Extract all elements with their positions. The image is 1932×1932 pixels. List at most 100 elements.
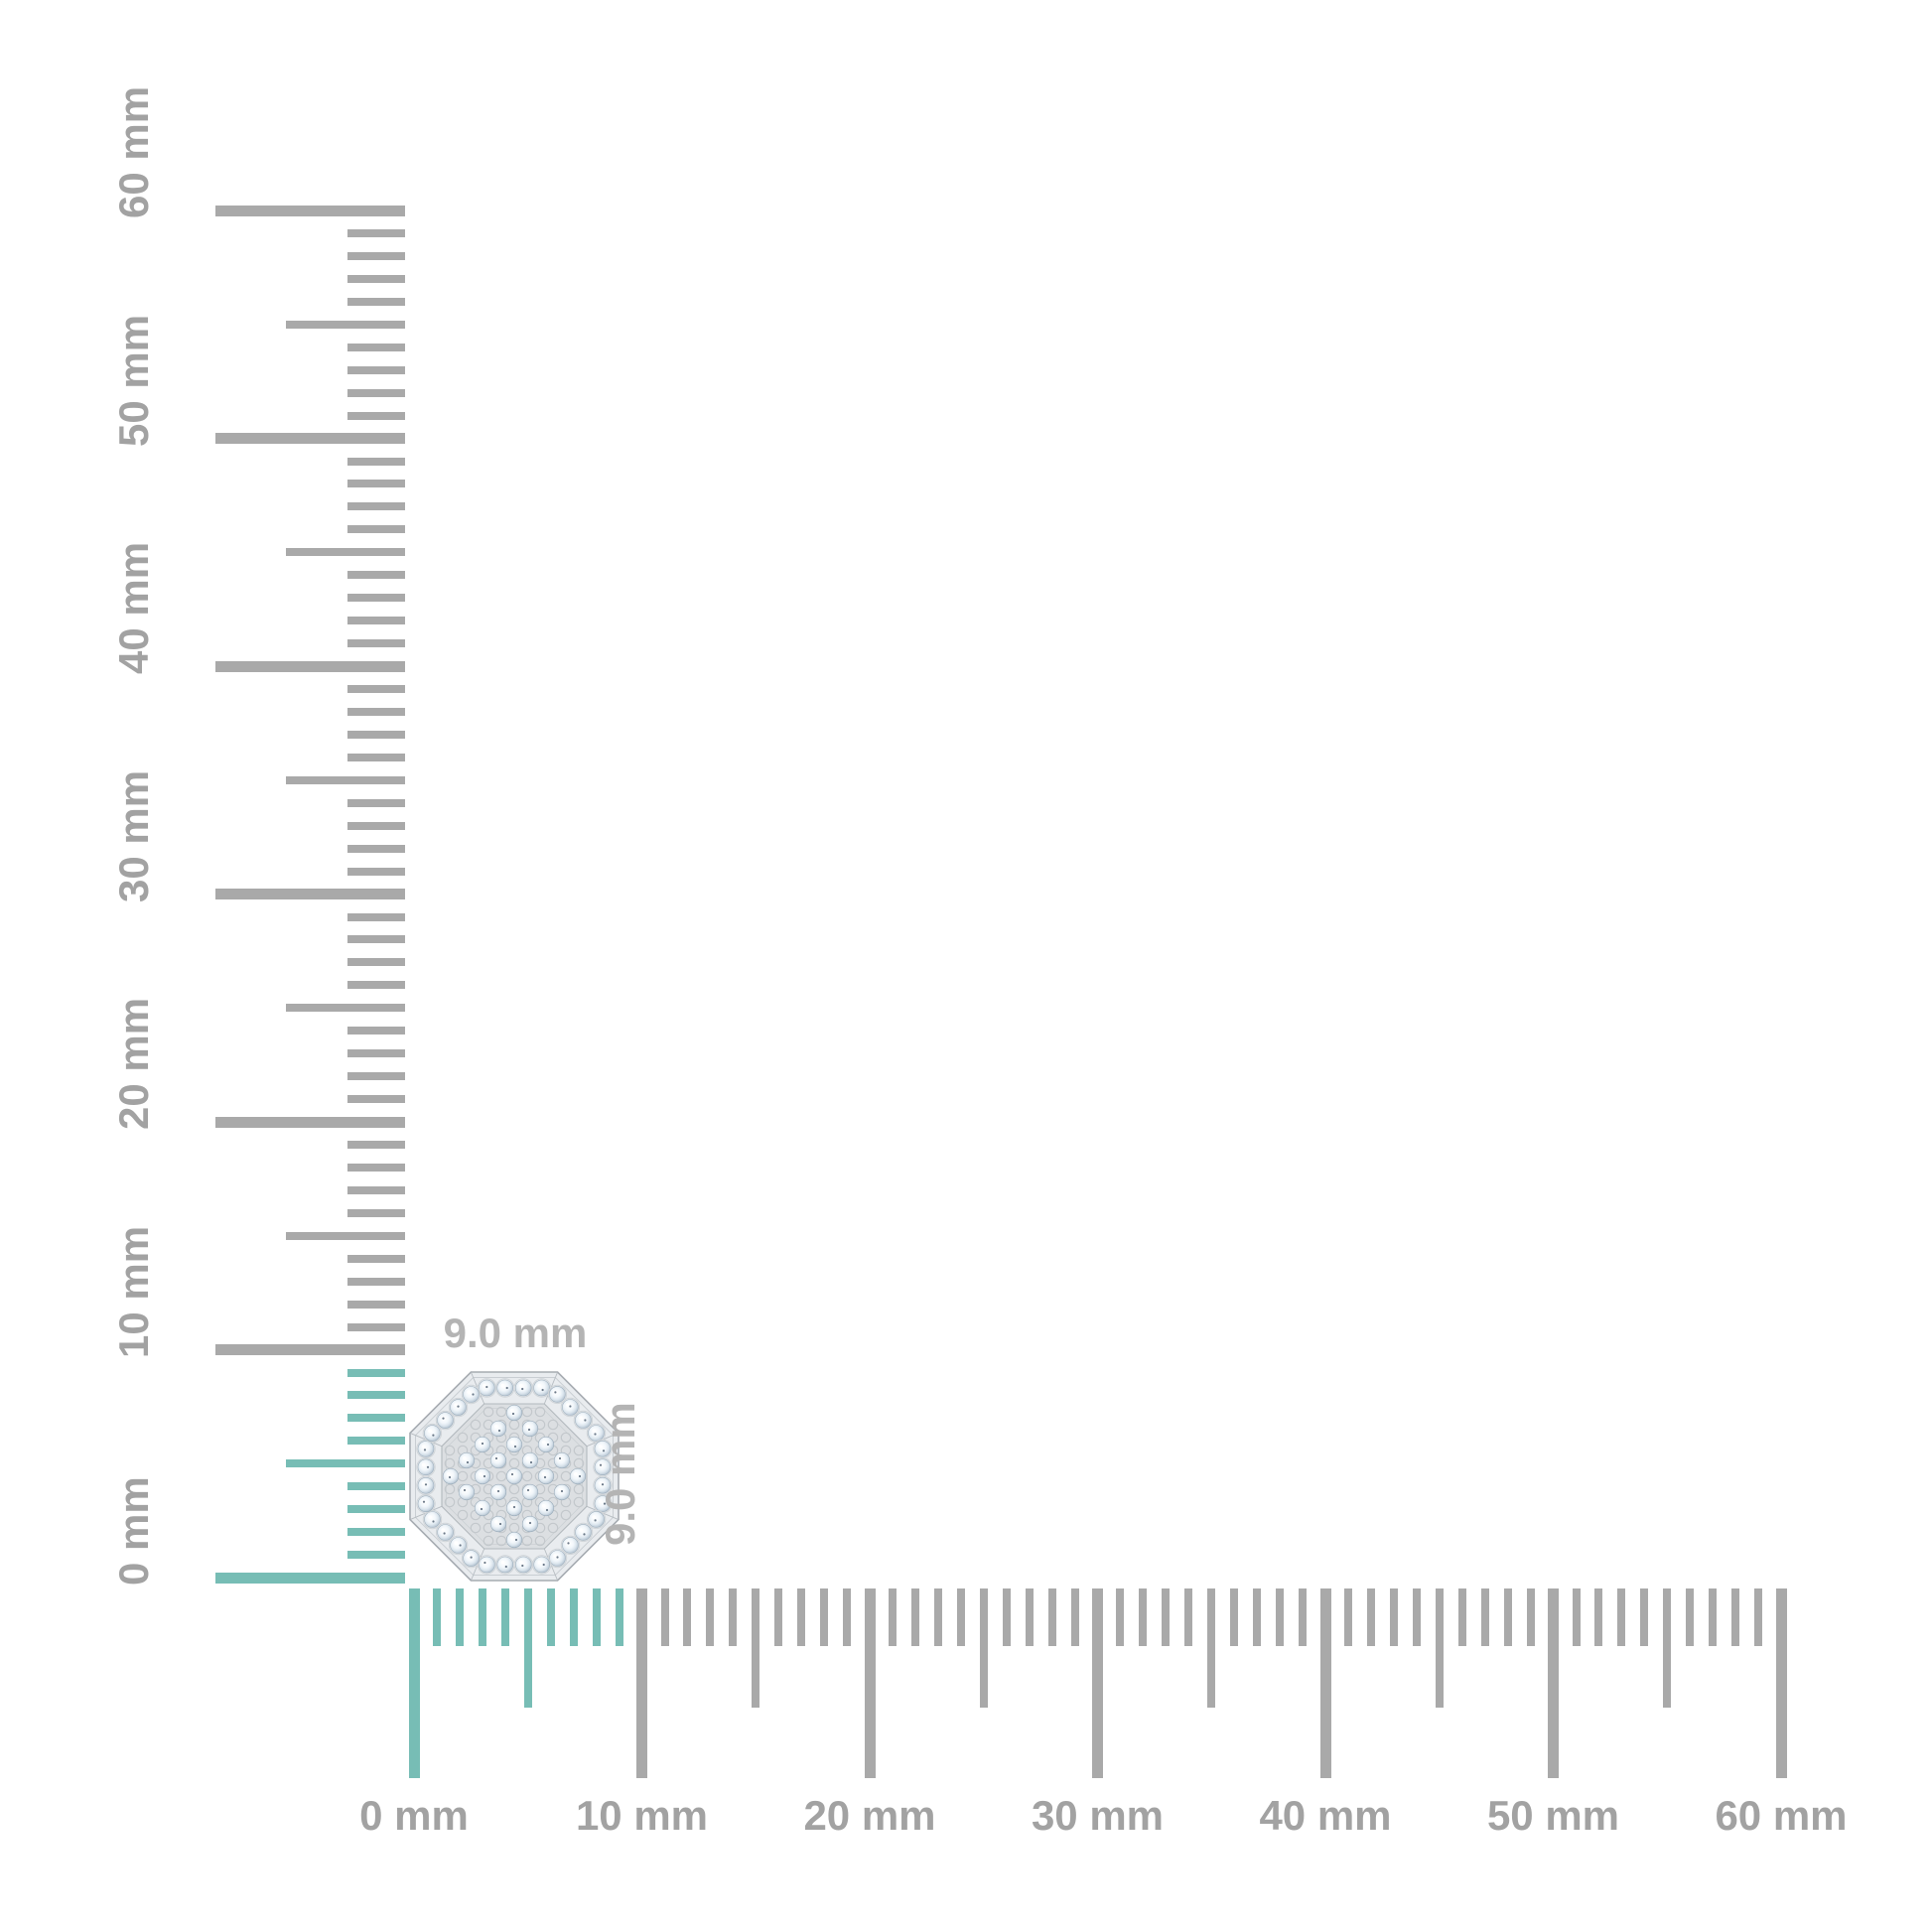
h-tick-42mm bbox=[1366, 1588, 1375, 1646]
h-ruler-label-10mm: 10 mm bbox=[575, 1792, 709, 1839]
v-tick-38mm bbox=[347, 707, 405, 716]
v-tick-18mm bbox=[347, 1163, 405, 1172]
v-tick-6mm bbox=[347, 1437, 405, 1446]
h-tick-48mm bbox=[1503, 1588, 1512, 1646]
h-tick-2mm bbox=[455, 1588, 464, 1646]
v-tick-42mm bbox=[347, 617, 405, 625]
h-tick-57mm bbox=[1709, 1588, 1718, 1646]
v-tick-26mm bbox=[347, 981, 405, 990]
h-tick-56mm bbox=[1686, 1588, 1695, 1646]
v-tick-3mm bbox=[347, 1505, 405, 1514]
h-tick-11mm bbox=[660, 1588, 669, 1646]
v-tick-32mm bbox=[347, 844, 405, 853]
rim-stones bbox=[416, 1378, 613, 1575]
v-tick-4mm bbox=[347, 1482, 405, 1491]
h-tick-35mm bbox=[1207, 1588, 1216, 1708]
v-tick-22mm bbox=[347, 1072, 405, 1081]
v-tick-23mm bbox=[347, 1049, 405, 1058]
v-tick-28mm bbox=[347, 935, 405, 944]
h-tick-30mm bbox=[1092, 1588, 1103, 1778]
h-tick-60mm bbox=[1775, 1588, 1787, 1778]
h-tick-52mm bbox=[1594, 1588, 1603, 1646]
h-ruler-label-20mm: 20 mm bbox=[803, 1792, 936, 1839]
h-tick-32mm bbox=[1139, 1588, 1148, 1646]
v-tick-7mm bbox=[347, 1414, 405, 1423]
v-tick-43mm bbox=[347, 594, 405, 603]
v-tick-8mm bbox=[347, 1391, 405, 1400]
v-tick-49mm bbox=[347, 457, 405, 466]
h-tick-38mm bbox=[1276, 1588, 1285, 1646]
v-tick-48mm bbox=[347, 480, 405, 488]
h-tick-33mm bbox=[1162, 1588, 1171, 1646]
v-tick-31mm bbox=[347, 867, 405, 876]
h-tick-21mm bbox=[889, 1588, 897, 1646]
h-tick-16mm bbox=[774, 1588, 783, 1646]
v-ruler-label-30mm: 30 mm bbox=[110, 769, 157, 902]
h-tick-19mm bbox=[843, 1588, 851, 1646]
v-tick-35mm bbox=[286, 775, 405, 784]
h-tick-45mm bbox=[1435, 1588, 1444, 1708]
h-tick-28mm bbox=[1047, 1588, 1056, 1646]
v-tick-37mm bbox=[347, 730, 405, 739]
h-tick-4mm bbox=[500, 1588, 509, 1646]
h-tick-25mm bbox=[979, 1588, 988, 1708]
v-tick-60mm bbox=[215, 205, 405, 216]
h-tick-46mm bbox=[1457, 1588, 1466, 1646]
h-tick-20mm bbox=[864, 1588, 876, 1778]
v-ruler-label-40mm: 40 mm bbox=[110, 541, 157, 674]
h-tick-40mm bbox=[1319, 1588, 1331, 1778]
v-tick-20mm bbox=[215, 1116, 405, 1128]
h-tick-34mm bbox=[1184, 1588, 1193, 1646]
h-tick-24mm bbox=[956, 1588, 965, 1646]
h-tick-58mm bbox=[1731, 1588, 1740, 1646]
h-tick-41mm bbox=[1343, 1588, 1352, 1646]
v-tick-34mm bbox=[347, 798, 405, 807]
v-tick-41mm bbox=[347, 639, 405, 648]
h-tick-51mm bbox=[1572, 1588, 1581, 1646]
v-tick-11mm bbox=[347, 1322, 405, 1331]
h-tick-17mm bbox=[797, 1588, 806, 1646]
h-tick-23mm bbox=[933, 1588, 942, 1646]
v-ruler-label-10mm: 10 mm bbox=[110, 1225, 157, 1358]
h-tick-29mm bbox=[1070, 1588, 1079, 1646]
v-tick-1mm bbox=[347, 1551, 405, 1559]
v-tick-46mm bbox=[347, 525, 405, 534]
h-tick-26mm bbox=[1002, 1588, 1011, 1646]
v-tick-56mm bbox=[347, 297, 405, 306]
h-tick-43mm bbox=[1389, 1588, 1398, 1646]
v-tick-19mm bbox=[347, 1141, 405, 1149]
h-tick-54mm bbox=[1640, 1588, 1649, 1646]
h-tick-55mm bbox=[1663, 1588, 1672, 1708]
h-tick-39mm bbox=[1299, 1588, 1307, 1646]
h-tick-10mm bbox=[636, 1588, 647, 1778]
v-tick-40mm bbox=[215, 660, 405, 672]
h-tick-1mm bbox=[432, 1588, 441, 1646]
h-ruler-label-30mm: 30 mm bbox=[1031, 1792, 1165, 1839]
v-tick-55mm bbox=[286, 320, 405, 329]
h-ruler-label-50mm: 50 mm bbox=[1486, 1792, 1620, 1839]
v-tick-36mm bbox=[347, 753, 405, 761]
h-tick-53mm bbox=[1617, 1588, 1626, 1646]
h-tick-59mm bbox=[1754, 1588, 1762, 1646]
v-ruler-label-50mm: 50 mm bbox=[110, 314, 157, 447]
v-tick-47mm bbox=[347, 502, 405, 511]
v-tick-29mm bbox=[347, 912, 405, 921]
h-tick-27mm bbox=[1025, 1588, 1034, 1646]
jewelry-octagon-stud bbox=[409, 1371, 620, 1582]
h-tick-9mm bbox=[615, 1588, 623, 1646]
h-tick-49mm bbox=[1526, 1588, 1535, 1646]
h-tick-18mm bbox=[820, 1588, 829, 1646]
v-tick-27mm bbox=[347, 958, 405, 967]
h-ruler-label-0mm: 0 mm bbox=[359, 1792, 469, 1839]
v-tick-54mm bbox=[347, 343, 405, 351]
v-tick-24mm bbox=[347, 1027, 405, 1035]
v-tick-17mm bbox=[347, 1185, 405, 1194]
v-tick-12mm bbox=[347, 1300, 405, 1309]
h-ruler-label-60mm: 60 mm bbox=[1715, 1792, 1848, 1839]
v-tick-59mm bbox=[347, 229, 405, 237]
v-tick-14mm bbox=[347, 1254, 405, 1263]
v-ruler-label-60mm: 60 mm bbox=[110, 85, 157, 218]
v-tick-2mm bbox=[347, 1528, 405, 1537]
item-width-label: 9.0 mm bbox=[443, 1310, 588, 1356]
v-tick-0mm bbox=[215, 1572, 405, 1584]
